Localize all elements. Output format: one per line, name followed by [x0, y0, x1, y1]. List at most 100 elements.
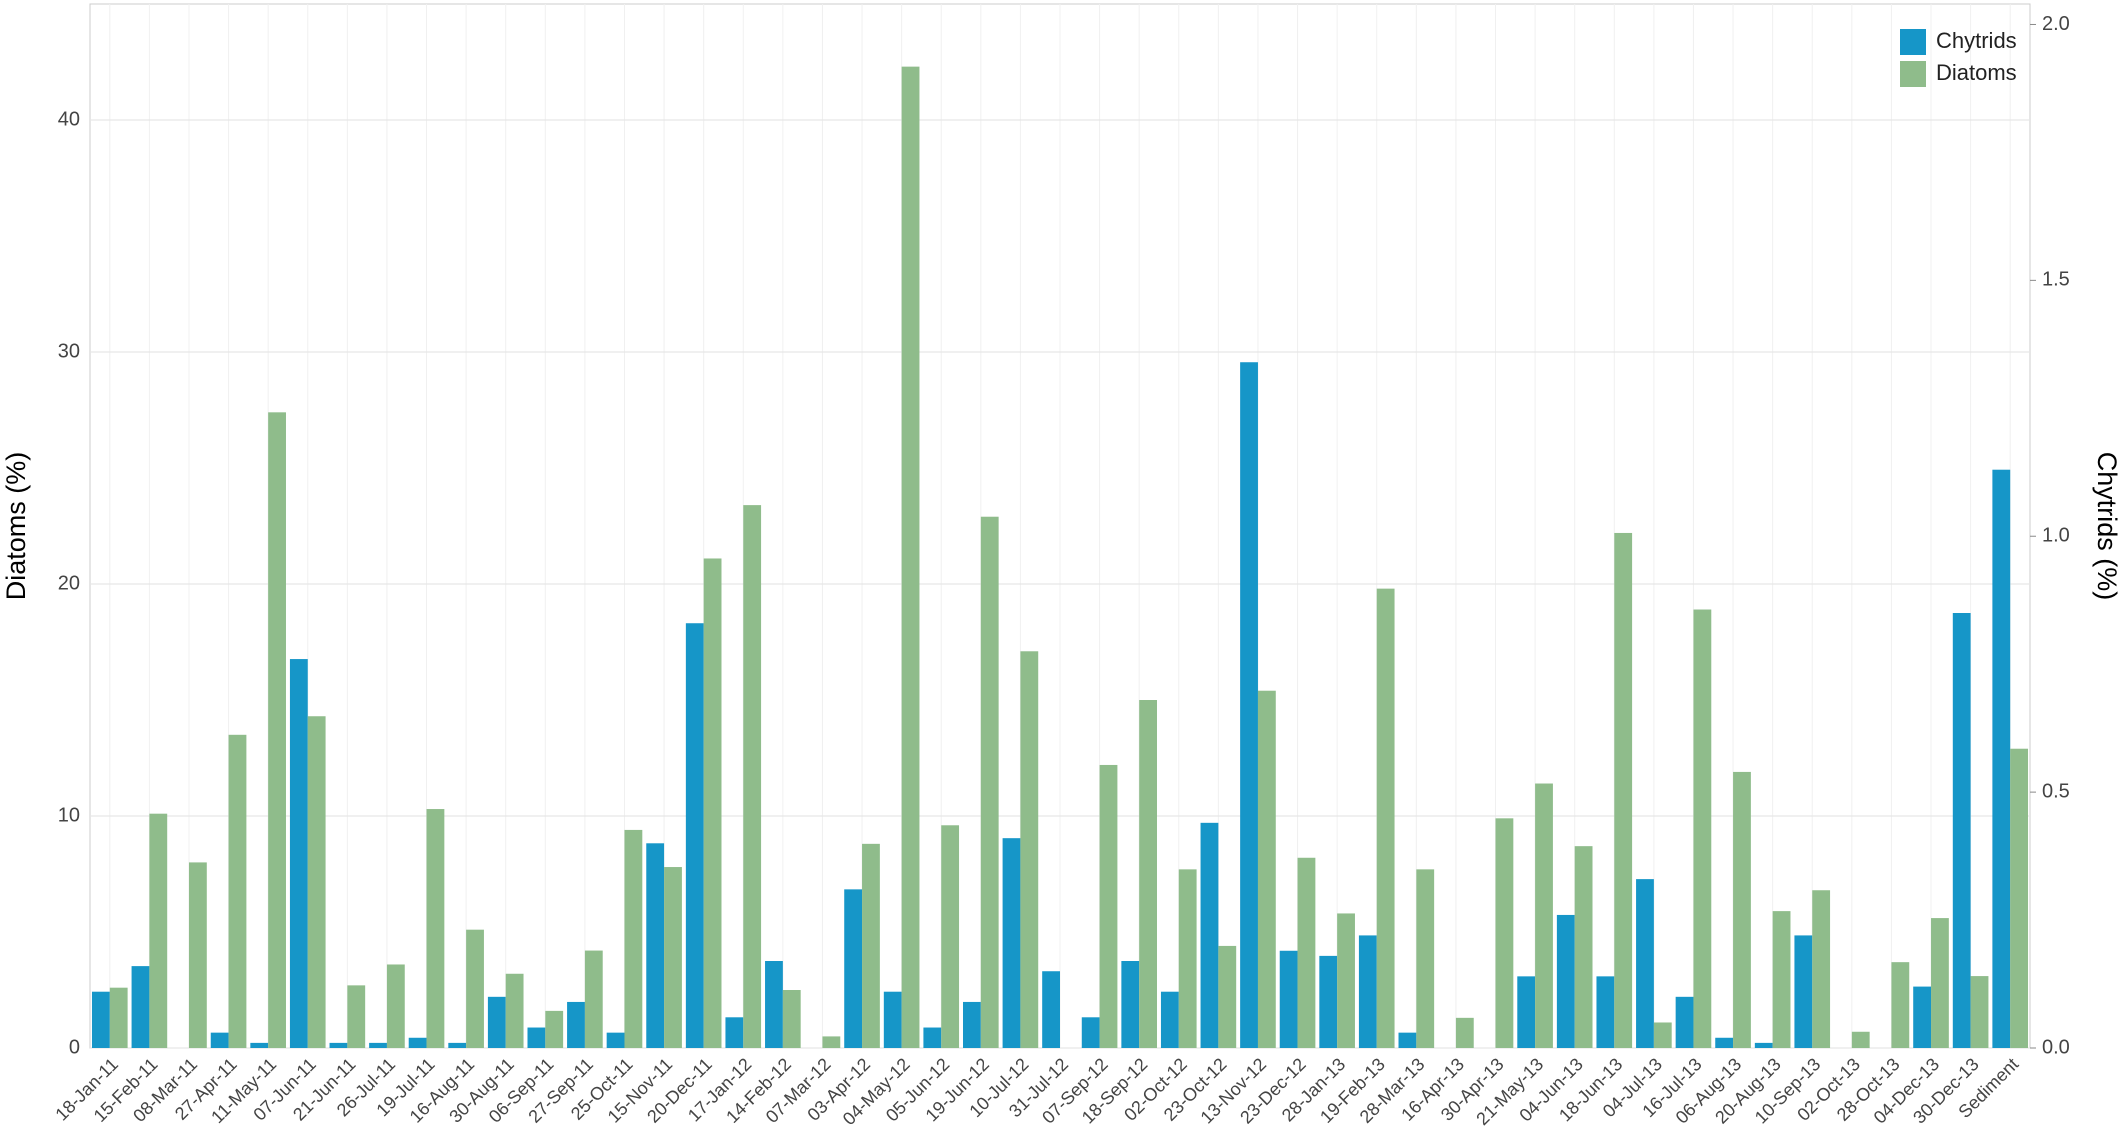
- bar: [1851, 1031, 1870, 1048]
- bar: [1099, 764, 1118, 1048]
- bar: [584, 950, 603, 1048]
- bar: [624, 829, 643, 1048]
- bar: [606, 1032, 625, 1048]
- bar: [1913, 986, 1932, 1048]
- y-tick-label: 30: [58, 340, 80, 362]
- bar: [765, 961, 783, 1048]
- bar: [408, 1037, 427, 1048]
- bar: [1240, 362, 1258, 1048]
- bar: [963, 1001, 981, 1048]
- bar: [1398, 1032, 1417, 1048]
- bar: [862, 843, 880, 1048]
- bar: [1376, 588, 1395, 1048]
- bar: [1614, 532, 1633, 1048]
- bar: [1178, 869, 1197, 1048]
- bar: [1556, 914, 1575, 1048]
- bar: [1139, 700, 1157, 1048]
- bar: [369, 1042, 387, 1048]
- y2-tick-label: 2.0: [2042, 13, 2070, 35]
- bar: [646, 843, 665, 1048]
- bar: [2010, 748, 2029, 1048]
- legend-label: Chytrids: [1936, 28, 2017, 53]
- bar: [782, 990, 801, 1048]
- bar: [1257, 690, 1276, 1048]
- bar: [1081, 1017, 1100, 1048]
- y2-axis-title: Chytrids (%): [2092, 452, 2122, 601]
- bar: [1653, 1022, 1672, 1048]
- bar: [188, 862, 207, 1048]
- bar: [685, 623, 704, 1048]
- bar: [1121, 961, 1140, 1048]
- y-tick-label: 40: [58, 108, 80, 130]
- bar: [1992, 469, 2011, 1048]
- bar: [1002, 838, 1021, 1048]
- bar: [1358, 935, 1377, 1048]
- legend-label: Diatoms: [1936, 60, 2017, 85]
- bar: [1200, 822, 1219, 1048]
- y2-tick-label: 1.5: [2042, 269, 2070, 291]
- bar: [1160, 991, 1179, 1048]
- y2-tick-label: 0.5: [2042, 780, 2070, 802]
- bar: [210, 1032, 229, 1048]
- bar: [1794, 935, 1813, 1048]
- bar: [1596, 976, 1615, 1048]
- bar: [1574, 846, 1593, 1048]
- bar: [1970, 976, 1989, 1048]
- bar: [1337, 913, 1355, 1048]
- bar: [1279, 950, 1298, 1048]
- bar: [703, 558, 722, 1048]
- bar: [487, 996, 506, 1048]
- bar: [1693, 609, 1712, 1048]
- bar: [426, 809, 445, 1048]
- bar: [941, 825, 960, 1048]
- bar: [228, 734, 247, 1048]
- bar: [844, 889, 863, 1048]
- bar: [545, 1010, 564, 1048]
- bar: [329, 1042, 348, 1048]
- y-axis-title: Diatoms (%): [1, 452, 31, 601]
- bar: [1020, 651, 1039, 1048]
- bar: [289, 659, 308, 1048]
- bar: [1812, 890, 1831, 1048]
- bar: [505, 973, 524, 1048]
- legend-swatch: [1900, 29, 1926, 55]
- bar: [1455, 1017, 1474, 1048]
- bar: [448, 1042, 467, 1048]
- y-tick-label: 20: [58, 572, 80, 594]
- y-tick-label: 0: [69, 1036, 80, 1058]
- bar: [1517, 976, 1536, 1048]
- bar: [131, 966, 150, 1048]
- bar: [1495, 818, 1514, 1048]
- bar: [664, 867, 682, 1048]
- bar: [1636, 879, 1654, 1048]
- bar: [1754, 1042, 1773, 1048]
- bar: [980, 516, 999, 1048]
- y-tick-label: 10: [58, 804, 80, 826]
- bar: [250, 1042, 269, 1048]
- bar: [743, 505, 762, 1048]
- y2-tick-label: 1.0: [2042, 525, 2070, 547]
- bar: [1733, 771, 1751, 1048]
- bar: [1891, 962, 1910, 1048]
- bar: [109, 987, 128, 1048]
- legend-swatch: [1900, 61, 1926, 87]
- bar: [822, 1036, 841, 1048]
- bar: [923, 1027, 942, 1048]
- bar: [1931, 918, 1949, 1048]
- bar: [386, 964, 405, 1048]
- bar: [527, 1027, 546, 1048]
- bar: [883, 991, 902, 1048]
- bar: [1675, 996, 1694, 1048]
- bar: [901, 66, 920, 1048]
- bar: [1535, 783, 1553, 1048]
- bar: [347, 985, 366, 1048]
- bar: [149, 813, 168, 1048]
- bar: [1319, 955, 1338, 1048]
- bar: [307, 716, 326, 1048]
- bar: [725, 1017, 744, 1048]
- bar: [1952, 613, 1971, 1048]
- bar: [91, 991, 110, 1048]
- bar: [1416, 869, 1435, 1048]
- bar: [466, 929, 484, 1048]
